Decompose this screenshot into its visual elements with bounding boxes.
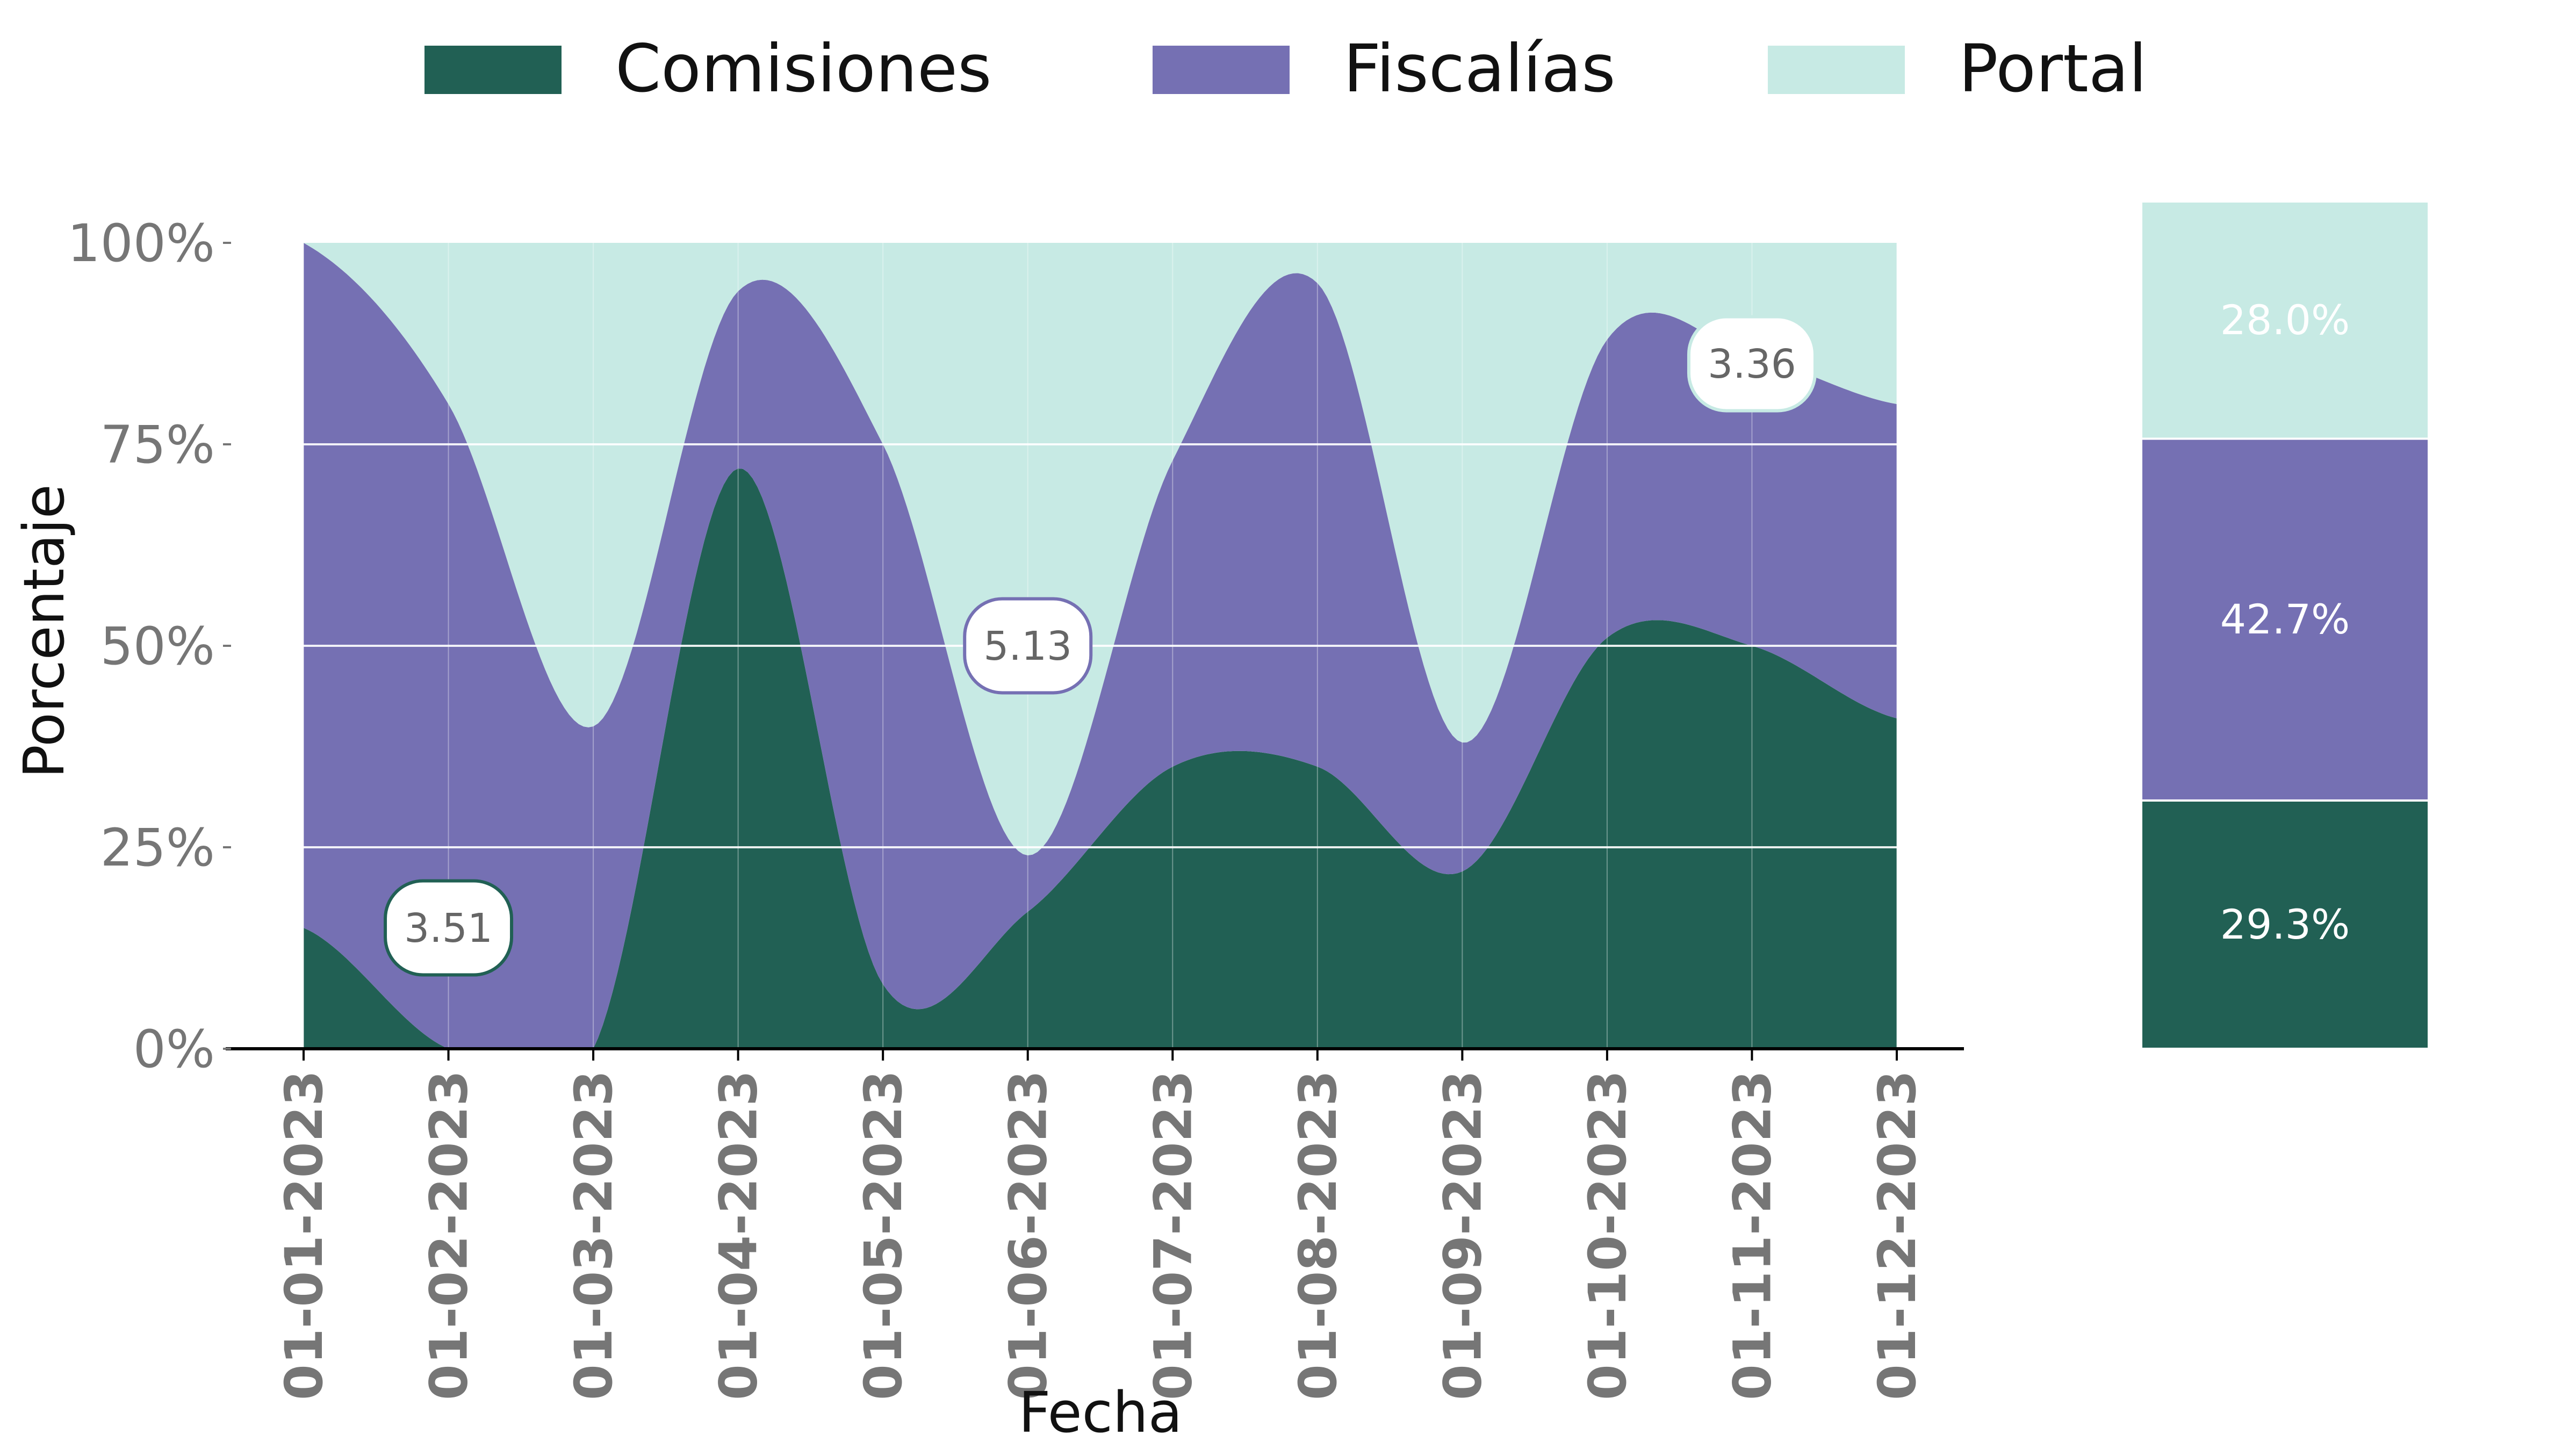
- annotation-label: 3.51: [404, 905, 493, 952]
- x-axis-title: Fecha: [1019, 1380, 1183, 1445]
- annotation-label: 3.36: [1708, 341, 1796, 387]
- totals-bar: 29.3% 42.7% 28.0%: [2140, 200, 2430, 1050]
- annotation-badge: [1687, 315, 1817, 413]
- totals-label: 28.0%: [2220, 296, 2350, 344]
- x-tick-label: 01-08-2023: [1288, 1070, 1348, 1400]
- legend-label-portal: Portal: [1959, 31, 2147, 107]
- y-tick-label: 0%: [133, 1019, 215, 1079]
- axes: 0% 25% 50% 75% 100% 01-01-2023 01-02-2023 01-03…: [68, 213, 1964, 1400]
- totals-segment-portal: [2140, 200, 2430, 440]
- area-portal: [304, 243, 1897, 855]
- annotation-badge: [963, 597, 1093, 695]
- x-tick-label: 01-10-2023: [1578, 1070, 1638, 1400]
- legend-swatch-comisiones: [424, 46, 562, 94]
- totals-label: 29.3%: [2220, 900, 2350, 948]
- area-comisiones: [304, 468, 1897, 1049]
- totals-segment-comisiones: [2140, 799, 2430, 1050]
- y-axis-title: Porcentaje: [11, 484, 77, 779]
- x-tick-label: 01-07-2023: [1143, 1070, 1203, 1400]
- x-tick-label: 01-05-2023: [853, 1070, 913, 1400]
- totals-segment-fiscalías: [2140, 437, 2430, 802]
- vertical-gridlines: [303, 243, 1897, 1049]
- y-tick-label: 25%: [100, 818, 215, 878]
- x-tick-label: 01-01-2023: [274, 1070, 334, 1400]
- y-tick-label: 75%: [100, 415, 215, 475]
- x-tick-label: 01-06-2023: [998, 1070, 1059, 1400]
- legend-swatch-fiscalías: [1153, 46, 1290, 94]
- y-tick-label: 50%: [100, 616, 215, 676]
- legend: Comisiones Fiscalías Portal: [424, 31, 2147, 107]
- y-tick-label: 100%: [68, 213, 215, 273]
- annotations: 3.51 5.13 3.36: [384, 315, 1817, 977]
- gridlines: [304, 443, 1897, 848]
- totals-label: 42.7%: [2220, 595, 2350, 643]
- x-tick-label: 01-12-2023: [1867, 1070, 1927, 1400]
- annotation-label: 5.13: [983, 623, 1072, 669]
- legend-label-comisiones: Comisiones: [615, 31, 992, 107]
- x-tick-label: 01-11-2023: [1722, 1070, 1782, 1400]
- annotation-badge: [384, 879, 514, 977]
- x-tick-label: 01-02-2023: [419, 1070, 479, 1400]
- legend-swatch-portal: [1768, 46, 1905, 94]
- x-tick-label: 01-03-2023: [564, 1070, 624, 1400]
- legend-label-fiscalías: Fiscalías: [1343, 31, 1616, 107]
- x-tick-label: 01-09-2023: [1433, 1070, 1493, 1400]
- x-tick-label: 01-04-2023: [709, 1070, 769, 1400]
